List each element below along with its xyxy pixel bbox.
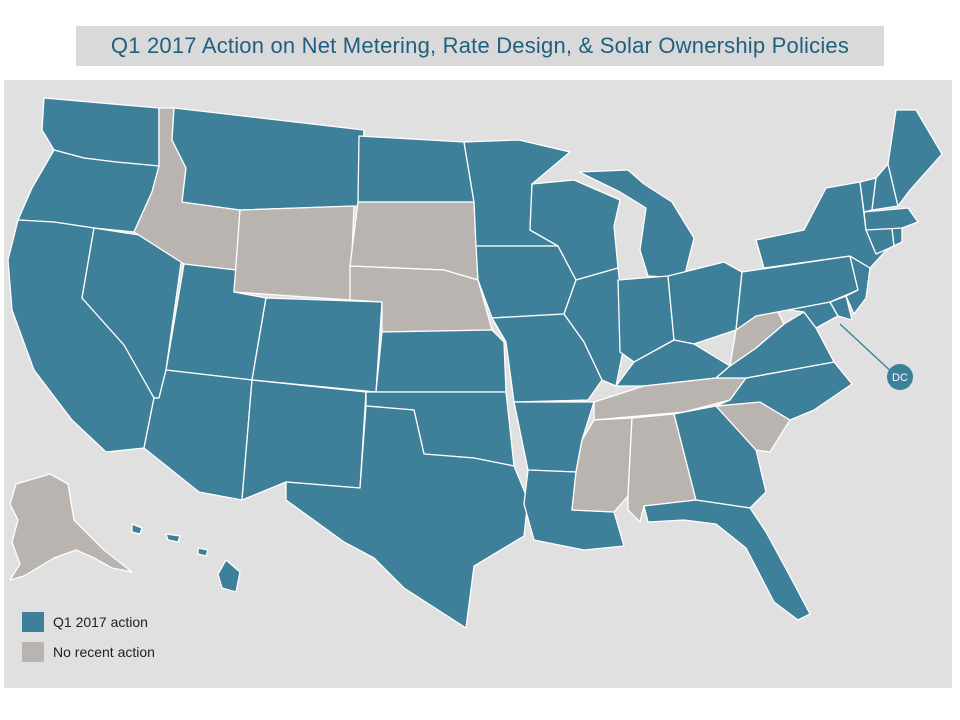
legend-swatch-action bbox=[22, 612, 44, 632]
state-ia bbox=[475, 245, 577, 319]
dc-leader-line bbox=[839, 323, 897, 377]
state-mt bbox=[171, 107, 365, 211]
map-title: Q1 2017 Action on Net Metering, Rate Des… bbox=[110, 33, 850, 58]
dc-label: DC bbox=[892, 372, 908, 384]
state-ma bbox=[863, 207, 919, 231]
state-nm bbox=[241, 379, 367, 501]
legend-swatch-no-action bbox=[22, 642, 44, 662]
legend-item-action: Q1 2017 action bbox=[22, 612, 155, 632]
state-me bbox=[887, 109, 943, 207]
legend-label-action: Q1 2017 action bbox=[53, 614, 148, 630]
state-hi bbox=[131, 523, 241, 593]
state-ks bbox=[375, 329, 507, 393]
us-map: DC bbox=[7, 97, 943, 629]
state-ak bbox=[9, 473, 133, 581]
map-panel: DC bbox=[4, 80, 952, 688]
dc-marker bbox=[887, 364, 913, 390]
legend-item-no-action: No recent action bbox=[22, 642, 155, 662]
state-fl bbox=[643, 499, 811, 621]
state-nd bbox=[357, 135, 475, 203]
state-ri bbox=[891, 227, 903, 247]
legend-label-no-action: No recent action bbox=[53, 644, 155, 660]
state-wy bbox=[233, 205, 355, 301]
legend: Q1 2017 action No recent action bbox=[22, 612, 155, 672]
title-banner: Q1 2017 Action on Net Metering, Rate Des… bbox=[76, 26, 884, 66]
state-co bbox=[251, 297, 383, 393]
state-oh bbox=[667, 261, 743, 345]
state-tx bbox=[285, 405, 529, 629]
